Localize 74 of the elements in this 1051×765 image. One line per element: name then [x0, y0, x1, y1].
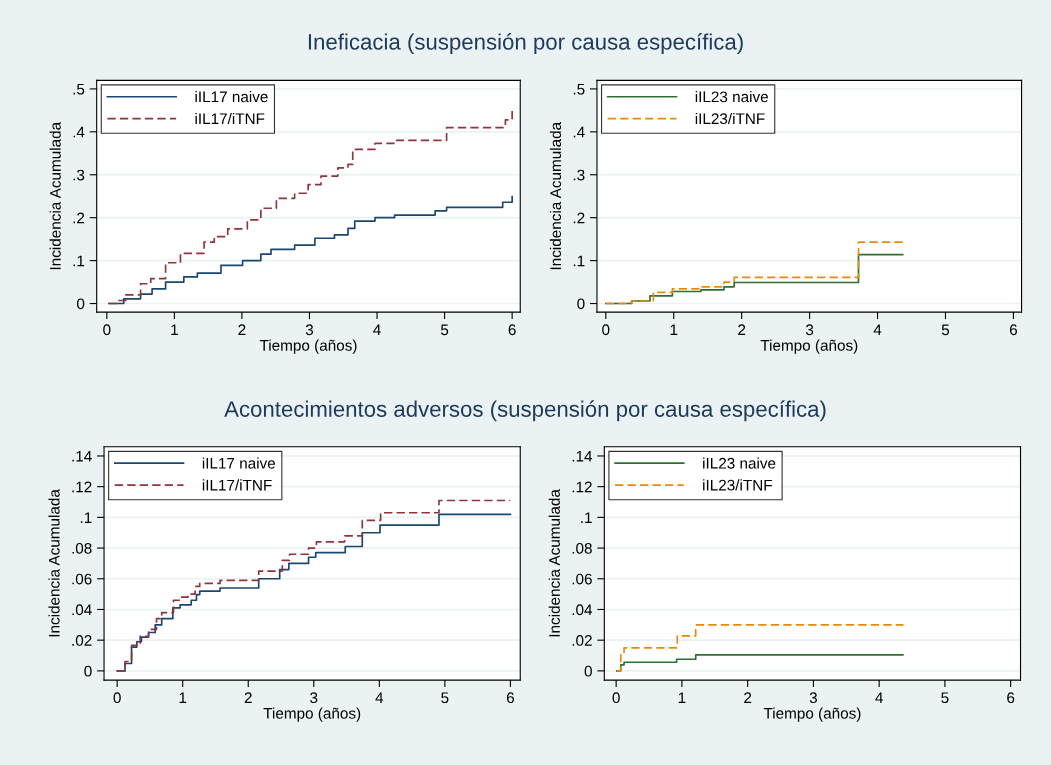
- y-tick-label: .2: [73, 212, 85, 224]
- y-axis-title: Incidencia Acumulada: [548, 489, 560, 637]
- x-axis-title: Tiempo (años): [263, 707, 361, 722]
- y-tick-label: .08: [572, 542, 592, 554]
- y-tick-label: 0: [584, 665, 592, 677]
- y-tick-label: 0: [84, 665, 92, 677]
- x-tick-label: 0: [602, 324, 610, 336]
- y-tick-label: .06: [572, 573, 592, 585]
- x-tick-label: 6: [1009, 324, 1017, 336]
- chart-title: Ineficacia (suspensión por causa específica): [308, 33, 743, 55]
- x-tick-label: 2: [738, 324, 746, 335]
- legend-label: iIL17/iTNF: [202, 479, 272, 491]
- x-axis-title: Tiempo (años): [760, 339, 858, 354]
- y-tick-label: .1: [80, 512, 92, 523]
- legend-label: iIL23 naive: [703, 457, 776, 469]
- y-tick-label: .12: [72, 481, 92, 493]
- y-tick-label: .04: [572, 604, 593, 616]
- y-tick-label: .02: [572, 635, 592, 646]
- y-tick-label: .5: [573, 83, 585, 95]
- x-axis-title: Tiempo (años): [259, 339, 357, 354]
- x-tick-label: 6: [1007, 692, 1015, 704]
- x-tick-label: 3: [809, 692, 817, 704]
- x-tick-label: 3: [805, 324, 814, 336]
- y-tick-label: .1: [73, 255, 85, 267]
- x-tick-label: 4: [373, 324, 381, 335]
- y-axis-title: Incidencia Acumulada: [48, 489, 60, 637]
- legend-label: iIL23 naive: [695, 91, 768, 103]
- legend-label: iIL23/iTNF: [703, 479, 772, 491]
- x-tick-label: 1: [171, 324, 178, 335]
- y-tick-label: .08: [72, 542, 92, 554]
- x-tick-label: 3: [310, 692, 318, 704]
- chart-title: Acontecimientos adversos (suspensión por causa específica): [224, 400, 826, 422]
- y-tick-label: 0: [76, 298, 85, 310]
- y-tick-label: .3: [573, 169, 585, 181]
- x-tick-label: 1: [670, 324, 678, 335]
- y-axis-title: Incidencia Acumulada: [549, 121, 562, 270]
- x-tick-label: 1: [678, 692, 686, 703]
- x-tick-label: 5: [941, 692, 949, 704]
- legend-label: iIL17 naive: [195, 91, 268, 103]
- x-tick-label: 5: [941, 324, 950, 336]
- x-tick-label: 4: [873, 324, 882, 335]
- x-tick-label: 6: [506, 692, 514, 704]
- x-tick-label: 0: [612, 692, 620, 704]
- y-tick-label: .04: [72, 604, 92, 616]
- y-tick-label: .2: [573, 212, 585, 224]
- legend-label: iIL23/iTNF: [695, 112, 765, 125]
- y-tick-label: 0: [577, 298, 585, 310]
- y-tick-label: .5: [73, 83, 85, 95]
- x-tick-label: 2: [244, 692, 252, 703]
- x-tick-label: 4: [375, 692, 384, 703]
- x-tick-label: 3: [305, 324, 314, 336]
- y-tick-label: .12: [572, 481, 592, 493]
- y-axis-title: Incidencia Acumulada: [49, 121, 61, 270]
- legend-label: iIL17/iTNF: [195, 112, 265, 125]
- x-tick-label: 5: [440, 324, 449, 336]
- y-tick-label: .14: [72, 451, 92, 462]
- legend-label: iIL17 naive: [202, 457, 276, 469]
- x-tick-label: 2: [744, 692, 752, 703]
- y-tick-label: .4: [73, 126, 85, 138]
- y-tick-label: .1: [573, 255, 585, 267]
- y-tick-label: .1: [581, 512, 592, 523]
- y-tick-label: .02: [72, 635, 92, 646]
- x-tick-label: 2: [238, 324, 246, 335]
- x-tick-label: 1: [179, 692, 187, 703]
- x-tick-label: 0: [103, 324, 111, 336]
- x-tick-label: 0: [113, 692, 121, 704]
- x-tick-label: 4: [875, 692, 883, 703]
- y-tick-label: .14: [572, 451, 593, 462]
- y-tick-label: .06: [72, 573, 92, 585]
- x-axis-title: Tiempo (años): [763, 707, 861, 722]
- x-tick-label: 6: [508, 324, 516, 336]
- x-tick-label: 5: [441, 692, 449, 704]
- y-tick-label: .4: [573, 126, 585, 138]
- y-tick-label: .3: [73, 169, 85, 181]
